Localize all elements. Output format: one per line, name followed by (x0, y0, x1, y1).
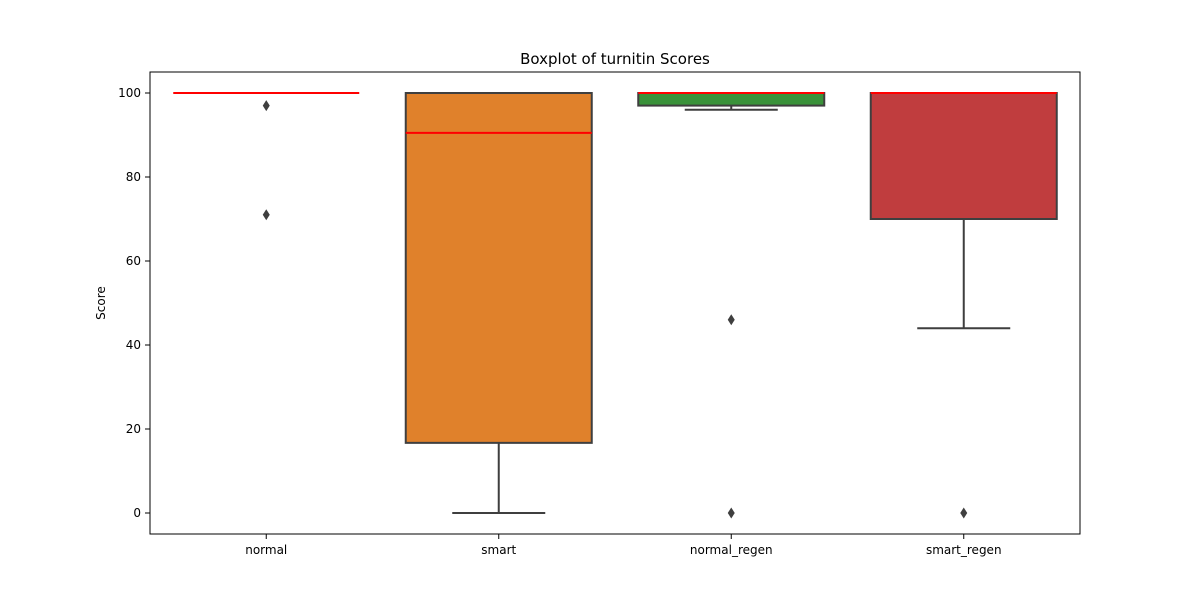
y-tick-label-0: 0 (133, 506, 141, 520)
y-tick-label-80: 80 (126, 170, 141, 184)
x-tick-label-normal_regen: normal_regen (690, 543, 773, 557)
box-smart_regen (869, 92, 1058, 220)
outlier-point-smart_regen-0 (960, 507, 968, 519)
x-tick-label-smart: smart (481, 543, 516, 557)
box-group-normal (173, 92, 360, 221)
outlier-point-normal-1 (262, 209, 270, 221)
plot-area (173, 92, 1058, 519)
y-axis-label: Score (94, 286, 108, 320)
y-tick-label-20: 20 (126, 422, 141, 436)
box-group-smart (404, 92, 593, 514)
y-tick-label-60: 60 (126, 254, 141, 268)
chart-title: Boxplot of turnitin Scores (520, 50, 710, 68)
outlier-point-normal_regen-0 (727, 314, 735, 326)
box-normal_regen (637, 92, 826, 107)
box-group-smart_regen (869, 92, 1058, 519)
y-tick-label-40: 40 (126, 338, 141, 352)
axes: 0 20 40 60 80 100 normal smart normal_regen smart… (118, 71, 1081, 557)
outlier-point-normal_regen-1 (727, 507, 735, 519)
box-smart (404, 92, 593, 444)
box-group-normal_regen (637, 92, 826, 519)
plot-frame (149, 71, 1081, 535)
x-tick-label-smart_regen: smart_regen (926, 543, 1002, 557)
outlier-point-normal-0 (262, 100, 270, 112)
y-tick-label-100: 100 (118, 86, 141, 100)
x-tick-label-normal: normal (245, 543, 287, 557)
